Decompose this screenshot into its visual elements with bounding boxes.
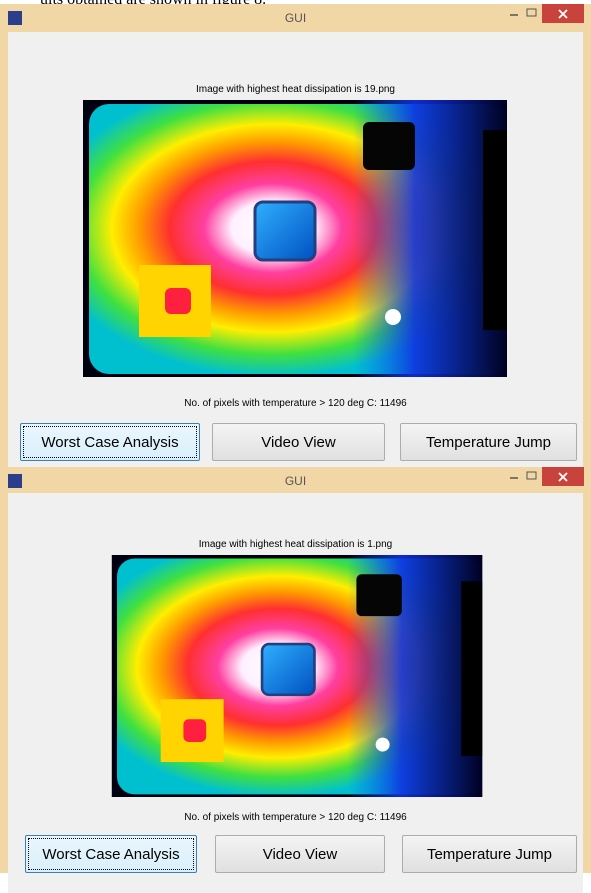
- window-controls[interactable]: [500, 467, 590, 487]
- button[interactable]: Temperature Jump: [402, 835, 577, 873]
- window: GUI Image with highest heat dissipation …: [0, 467, 591, 873]
- status-text: No. of pixels with temperature > 120 deg…: [8, 398, 583, 409]
- status-text: No. of pixels with temperature > 120 deg…: [8, 812, 583, 823]
- window-controls[interactable]: [500, 4, 590, 24]
- button[interactable]: Worst Case Analysis: [20, 423, 200, 461]
- heading: Image with highest heat dissipation is 1…: [8, 84, 583, 95]
- page: ults obtained are shown in figure 8. GUI…: [0, 0, 591, 873]
- thermal-image: [87, 555, 507, 797]
- button[interactable]: Worst Case Analysis: [25, 835, 197, 873]
- heading: Image with highest heat dissipation is 1…: [8, 539, 583, 550]
- client-area: Image with highest heat dissipation is 1…: [8, 493, 583, 893]
- button[interactable]: Video View: [215, 835, 385, 873]
- button[interactable]: Video View: [212, 423, 385, 461]
- button[interactable]: Temperature Jump: [400, 423, 577, 461]
- window: GUI Image with highest heat dissipation …: [0, 4, 591, 467]
- title-bar: GUI: [0, 4, 591, 32]
- thermal-image: [83, 100, 507, 377]
- client-area: Image with highest heat dissipation is 1…: [8, 32, 583, 467]
- title-bar: GUI: [0, 467, 591, 495]
